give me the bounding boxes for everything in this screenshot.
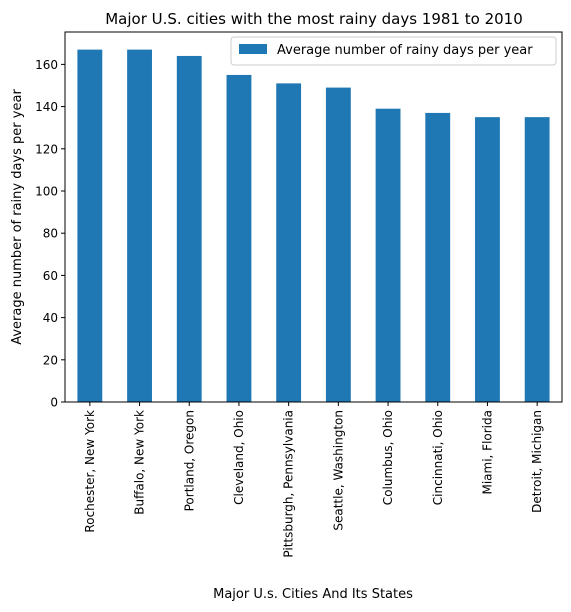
bar [475,117,500,402]
x-tick-label: Cleveland, Ohio [232,410,246,505]
bar [375,108,401,402]
y-tick-label: 0 [50,396,58,410]
bars [77,49,550,403]
x-tick-label: Detroit, Michigan [530,410,544,513]
y-tick-label: 140 [35,100,58,114]
chart-title: Major U.S. cities with the most rainy da… [105,10,523,28]
y-tick-label: 100 [35,184,58,198]
legend: Average number of rainy days per year [230,36,557,66]
x-tick-label: Portland, Oregon [182,410,196,511]
bar [524,117,550,402]
bar [127,49,152,403]
x-tick-label: Columbus, Ohio [381,410,395,505]
y-tick-label: 60 [43,269,58,283]
y-axis: 0 20 40 60 80 100 120 140 160 [35,58,65,410]
x-tick-label: Miami, Florida [480,410,494,495]
x-tick-label: Cincinnati, Ohio [431,410,445,505]
y-tick-label: 20 [43,353,58,367]
y-tick-label: 120 [35,142,58,156]
y-tick-label: 160 [35,58,58,72]
x-axis-label: Major U.s. Cities And Its States [213,587,413,602]
x-axis: Rochester, New York Buffalo, New York Port… [83,402,544,558]
x-tick-label: Rochester, New York [83,410,97,533]
x-tick-label: Buffalo, New York [133,410,147,515]
bar [276,83,302,402]
plot-frame [64,31,563,403]
bar [325,87,351,402]
legend-swatch [239,44,267,54]
bar [176,55,202,402]
y-tick-label: 40 [43,311,58,325]
legend-box [230,36,557,66]
legend-label: Average number of rainy days per year [277,43,533,58]
x-tick-label: Pittsburgh, Pennsylvania [282,410,296,558]
bar [425,112,451,403]
bar [226,74,252,402]
y-axis-label: Average number of rainy days per year [10,89,25,345]
x-tick-label: Seattle, Washington [331,410,345,531]
bar [77,49,103,403]
y-tick-label: 80 [43,227,58,241]
